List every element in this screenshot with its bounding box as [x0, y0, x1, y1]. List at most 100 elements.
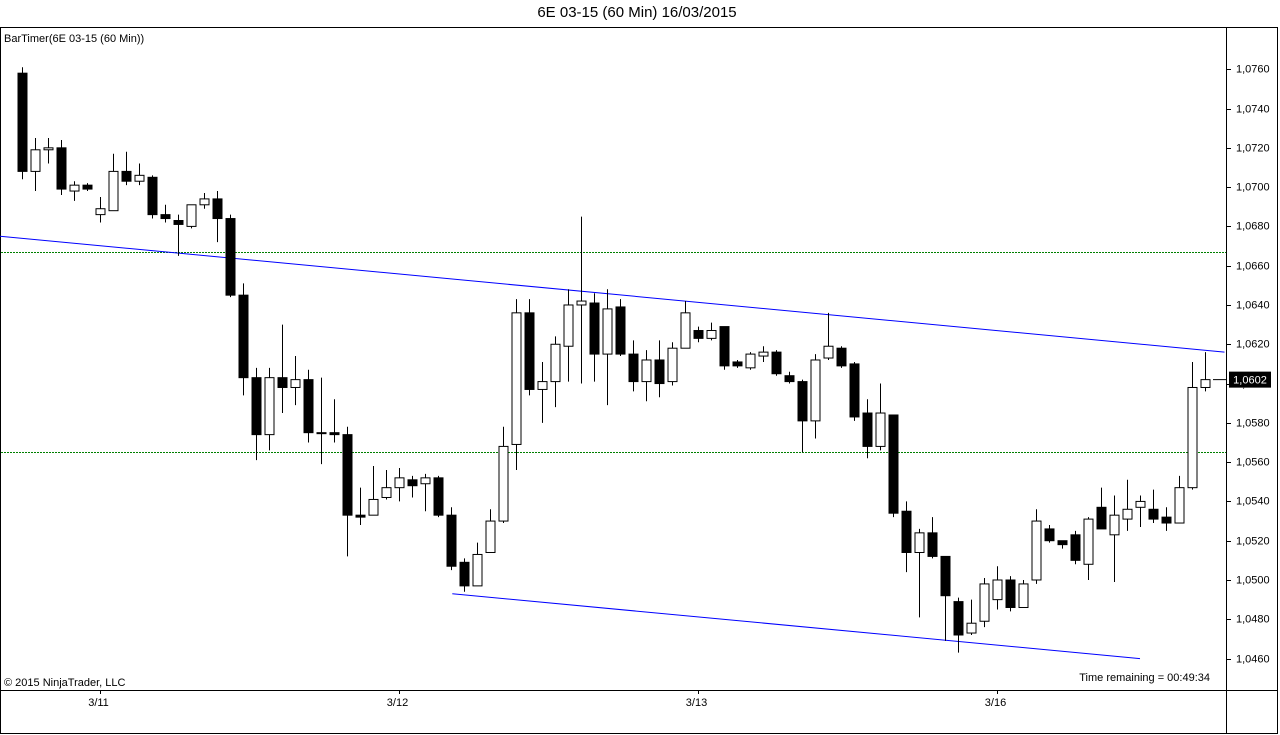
trend-line	[452, 593, 1141, 660]
candle-body	[56, 147, 67, 190]
candle-body	[680, 312, 691, 349]
x-tick-label: 3/12	[387, 697, 408, 709]
y-tick-label: 1,0720	[1236, 142, 1270, 154]
candle-body	[433, 477, 444, 516]
candle-body	[1200, 379, 1211, 388]
frame	[0, 27, 1278, 734]
candle-body	[563, 304, 574, 347]
candle-body	[836, 347, 847, 367]
candle-body	[238, 294, 249, 379]
candle-body	[628, 353, 639, 383]
candle-body	[875, 412, 886, 447]
candle-body	[511, 312, 522, 445]
candle-body	[771, 351, 782, 375]
candle-body	[212, 198, 223, 220]
candle-body	[199, 198, 210, 206]
y-tick-label: 1,0520	[1236, 535, 1270, 547]
candle-body	[1135, 500, 1146, 508]
candle-body	[758, 351, 769, 357]
candle-body	[290, 379, 301, 388]
candle-body	[1005, 579, 1016, 608]
candle-body	[706, 330, 717, 339]
candle-body	[316, 432, 327, 435]
candle-body	[329, 432, 340, 436]
candle-body	[1122, 508, 1133, 520]
candle-body	[1096, 506, 1107, 530]
candle-body	[498, 445, 509, 522]
time-remaining: Time remaining = 00:49:34	[1079, 672, 1210, 684]
candle-body	[693, 330, 704, 339]
candle-body	[472, 553, 483, 587]
x-tick-label: 3/13	[686, 697, 707, 709]
candle-body	[641, 359, 652, 383]
candle-body	[1070, 534, 1081, 561]
candle-body	[69, 184, 80, 192]
candle-body	[1174, 487, 1185, 524]
candle-body	[1057, 540, 1068, 546]
y-tick-label: 1,0460	[1236, 653, 1270, 665]
last-price-label: 1,0602	[1233, 375, 1267, 387]
candle-body	[381, 487, 392, 498]
candle-body	[914, 532, 925, 553]
x-tick-label: 3/16	[985, 697, 1006, 709]
candle-body	[940, 555, 951, 597]
y-tick-label: 1,0640	[1236, 299, 1270, 311]
candle-body	[927, 532, 938, 557]
candle-body	[667, 347, 678, 383]
y-tick-label: 1,0680	[1236, 220, 1270, 232]
candle-body	[17, 72, 28, 172]
last-price-box	[1229, 371, 1271, 388]
candle-body	[95, 208, 106, 216]
candle-body	[992, 579, 1003, 601]
candle-body	[784, 375, 795, 383]
candle-body	[524, 312, 535, 390]
candle-body	[186, 204, 197, 227]
candle-body	[459, 561, 470, 587]
candle-body	[121, 170, 132, 182]
candle-body	[1187, 386, 1198, 489]
candle-body	[849, 363, 860, 418]
candle-body	[602, 308, 613, 355]
candle-body	[589, 302, 600, 355]
candle-body	[1018, 583, 1029, 608]
candle-body	[225, 218, 236, 296]
candle-body	[953, 601, 964, 636]
x-tick-label: 3/11	[88, 697, 109, 709]
candle-body	[810, 359, 821, 422]
candle-body	[550, 343, 561, 383]
candle-body	[303, 379, 314, 434]
candle-body	[147, 176, 158, 216]
candle-body	[485, 520, 496, 553]
candle-body	[797, 381, 808, 422]
candle-body	[1083, 518, 1094, 565]
candle-body	[108, 170, 119, 212]
candle-body	[251, 377, 262, 436]
candle-body	[966, 622, 977, 634]
candle-body	[420, 477, 431, 485]
candle-body	[368, 498, 379, 516]
candle-body	[1031, 520, 1042, 581]
candle-body	[719, 326, 730, 367]
candle-body	[355, 514, 366, 518]
candle-body	[1148, 508, 1159, 520]
y-tick-label: 1,0620	[1236, 338, 1270, 350]
candle-body	[446, 514, 457, 567]
y-tick-label: 1,0480	[1236, 613, 1270, 625]
y-tick-label: 1,0580	[1236, 417, 1270, 429]
candle-body	[264, 377, 275, 436]
candle-body	[394, 477, 405, 489]
candle-body	[342, 434, 353, 516]
trend-line	[0, 235, 1225, 353]
y-tick-label: 1,0740	[1236, 103, 1270, 115]
y-tick-label: 1,0660	[1236, 260, 1270, 272]
candle-body	[901, 510, 912, 553]
y-tick-label: 1,0760	[1236, 63, 1270, 75]
candle-body	[407, 479, 418, 487]
copyright: © 2015 NinjaTrader, LLC	[4, 677, 125, 689]
candle-body	[654, 359, 665, 385]
candle-body	[615, 306, 626, 355]
candle-body	[862, 412, 873, 447]
candle-body	[1109, 514, 1120, 536]
